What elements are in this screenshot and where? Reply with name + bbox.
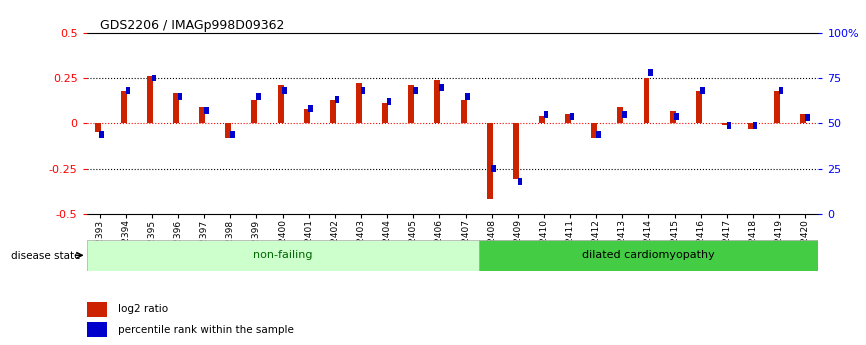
Bar bbox=[491, 165, 496, 172]
Bar bbox=[126, 87, 130, 94]
Bar bbox=[334, 96, 339, 103]
Bar bbox=[722, 123, 727, 125]
Text: disease state: disease state bbox=[11, 251, 81, 261]
Bar bbox=[805, 115, 810, 121]
Bar bbox=[361, 87, 365, 94]
Bar bbox=[87, 240, 479, 271]
Bar bbox=[675, 113, 679, 119]
Bar bbox=[387, 98, 391, 105]
Bar bbox=[199, 107, 205, 123]
Bar bbox=[617, 107, 624, 123]
Text: GDS2206 / IMAGp998D09362: GDS2206 / IMAGp998D09362 bbox=[100, 19, 284, 32]
Bar bbox=[413, 87, 417, 94]
Bar bbox=[87, 302, 107, 317]
Bar bbox=[465, 93, 470, 100]
Bar bbox=[487, 123, 493, 199]
Bar bbox=[753, 122, 758, 129]
Bar bbox=[256, 93, 261, 100]
Bar bbox=[225, 123, 231, 138]
Bar bbox=[565, 114, 571, 123]
Text: log2 ratio: log2 ratio bbox=[118, 305, 168, 315]
Bar bbox=[94, 123, 100, 132]
Bar bbox=[591, 123, 598, 138]
Bar bbox=[701, 87, 705, 94]
Bar bbox=[439, 84, 443, 90]
Text: percentile rank within the sample: percentile rank within the sample bbox=[118, 325, 294, 335]
Text: non-failing: non-failing bbox=[253, 250, 313, 260]
Bar bbox=[649, 69, 653, 76]
Bar bbox=[479, 240, 818, 271]
Bar bbox=[304, 109, 310, 123]
Bar bbox=[100, 131, 104, 138]
Bar bbox=[513, 123, 519, 179]
Bar bbox=[282, 87, 287, 94]
Bar bbox=[669, 111, 675, 123]
Bar bbox=[570, 113, 574, 119]
Bar bbox=[596, 131, 600, 138]
Bar bbox=[622, 111, 627, 118]
Bar bbox=[204, 107, 209, 114]
Bar bbox=[230, 131, 235, 138]
Bar bbox=[748, 123, 754, 129]
Bar bbox=[727, 122, 731, 129]
Bar bbox=[695, 91, 701, 123]
Bar bbox=[147, 76, 153, 123]
Bar bbox=[800, 114, 806, 123]
Bar bbox=[87, 323, 107, 337]
Bar bbox=[121, 91, 126, 123]
Bar bbox=[461, 100, 467, 123]
Bar bbox=[539, 116, 545, 123]
Bar bbox=[152, 75, 156, 81]
Bar bbox=[356, 83, 362, 123]
Bar bbox=[408, 85, 414, 123]
Bar bbox=[435, 80, 441, 123]
Bar bbox=[278, 85, 283, 123]
Bar bbox=[251, 100, 257, 123]
Bar bbox=[178, 93, 183, 100]
Bar bbox=[330, 100, 336, 123]
Bar bbox=[382, 104, 388, 123]
Bar bbox=[518, 178, 522, 185]
Bar bbox=[779, 87, 784, 94]
Bar bbox=[643, 78, 650, 123]
Bar bbox=[173, 92, 179, 123]
Bar bbox=[774, 91, 780, 123]
Bar bbox=[308, 106, 313, 112]
Text: dilated cardiomyopathy: dilated cardiomyopathy bbox=[582, 250, 714, 260]
Bar bbox=[544, 111, 548, 118]
